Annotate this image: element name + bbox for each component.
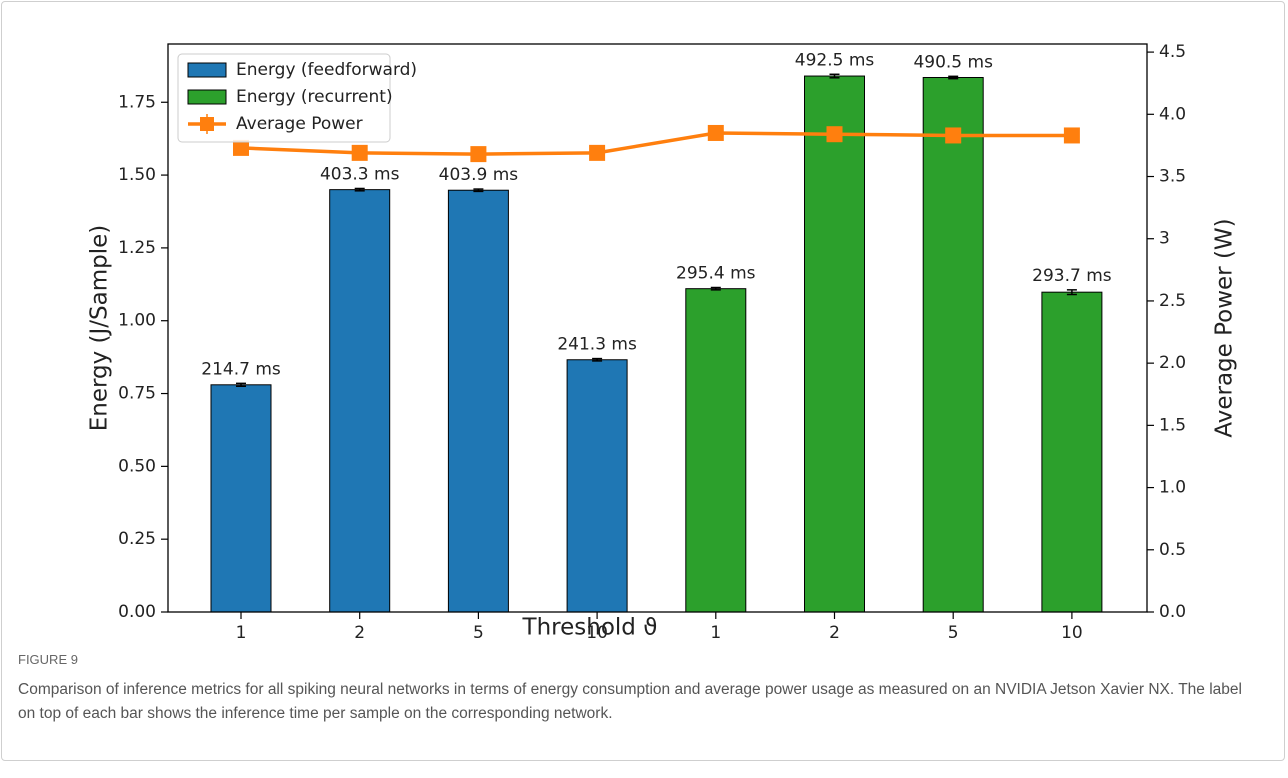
x-tick-label: 10 bbox=[586, 623, 608, 640]
x-tick-label: 1 bbox=[236, 623, 247, 640]
y-tick-label: 1.00 bbox=[118, 311, 156, 331]
bar bbox=[447, 189, 509, 613]
power-marker bbox=[351, 144, 368, 161]
bar-label: 403.3 ms bbox=[320, 164, 400, 184]
caption-label: FIGURE 9 bbox=[18, 652, 78, 667]
bar-label: 293.7 ms bbox=[1032, 266, 1112, 286]
legend-swatch bbox=[187, 62, 227, 78]
power-marker bbox=[589, 144, 606, 161]
y2-tick-label: 3 bbox=[1159, 229, 1170, 249]
caption-text: Comparison of inference metrics for all … bbox=[18, 681, 1242, 722]
y-axis-label: Energy (J/Sample) bbox=[87, 225, 113, 432]
error-bar bbox=[473, 188, 484, 193]
x-axis-label: Threshold ϑ bbox=[522, 615, 658, 641]
bar bbox=[210, 384, 272, 613]
y2-tick-label: 4.0 bbox=[1159, 104, 1186, 124]
bar-label: 490.5 ms bbox=[913, 52, 993, 72]
legend-swatch bbox=[187, 89, 227, 105]
power-marker bbox=[707, 124, 724, 141]
bar bbox=[329, 189, 391, 613]
error-bar bbox=[829, 73, 840, 79]
y2-tick-label: 3.5 bbox=[1159, 167, 1186, 187]
bar bbox=[922, 76, 984, 613]
x-tick-label: 5 bbox=[948, 623, 959, 640]
bar-label: 295.4 ms bbox=[676, 264, 756, 284]
chart: Threshold ϑ Energy (J/Sample) Average Po… bbox=[87, 42, 1238, 641]
power-marker bbox=[826, 126, 843, 143]
x-tick-label: 1 bbox=[710, 623, 721, 640]
bar-label: 403.9 ms bbox=[439, 165, 519, 185]
error-bar bbox=[948, 75, 959, 80]
power-marker bbox=[1063, 127, 1080, 144]
bar-label: 492.5 ms bbox=[795, 50, 875, 70]
y2-tick-label: 1.5 bbox=[1159, 415, 1186, 435]
legend-box bbox=[177, 53, 391, 143]
y-tick-label: 1.50 bbox=[118, 165, 156, 185]
x-tick-label: 5 bbox=[473, 623, 484, 640]
y2-tick-label: 4.5 bbox=[1159, 42, 1186, 62]
bar bbox=[566, 359, 628, 613]
legend-label: Energy (recurrent) bbox=[236, 87, 393, 107]
y2-tick-label: 1.0 bbox=[1159, 478, 1186, 498]
bar bbox=[804, 75, 865, 613]
y2-tick-label: 2.0 bbox=[1159, 353, 1186, 373]
plot-frame bbox=[167, 43, 1148, 613]
error-bar bbox=[1066, 289, 1077, 296]
y-tick-label: 1.25 bbox=[118, 238, 156, 258]
y2-axis-label: Average Power (W) bbox=[1212, 218, 1238, 437]
figure-frame bbox=[1, 1, 1285, 761]
error-bar bbox=[710, 286, 721, 291]
y-tick-label: 0.25 bbox=[118, 529, 156, 549]
x-tick-label: 2 bbox=[354, 623, 365, 640]
y-tick-label: 1.75 bbox=[118, 92, 156, 112]
power-marker bbox=[470, 146, 487, 163]
y2-tick-label: 2.5 bbox=[1159, 291, 1186, 311]
y-tick-label: 0.50 bbox=[118, 456, 156, 476]
y2-tick-label: 0.5 bbox=[1159, 540, 1186, 560]
y-tick-label: 0.75 bbox=[118, 384, 156, 404]
error-bar bbox=[354, 187, 365, 192]
power-marker bbox=[945, 127, 962, 144]
bar bbox=[685, 288, 747, 613]
legend-marker bbox=[200, 117, 214, 131]
power-line bbox=[240, 131, 1072, 156]
y2-tick-label: 0.0 bbox=[1159, 602, 1186, 622]
x-tick-label: 2 bbox=[829, 623, 840, 640]
bar bbox=[1041, 291, 1103, 613]
x-tick-label: 10 bbox=[1061, 623, 1083, 640]
power-marker bbox=[233, 139, 249, 156]
error-bar bbox=[592, 357, 603, 362]
legend-label: Energy (feedforward) bbox=[236, 60, 417, 80]
bar-label: 214.7 ms bbox=[201, 359, 281, 379]
error-bar bbox=[236, 382, 246, 388]
bar-label: 241.3 ms bbox=[557, 335, 637, 355]
y-tick-label: 0.00 bbox=[118, 602, 156, 622]
legend-label: Average Power bbox=[236, 114, 363, 134]
